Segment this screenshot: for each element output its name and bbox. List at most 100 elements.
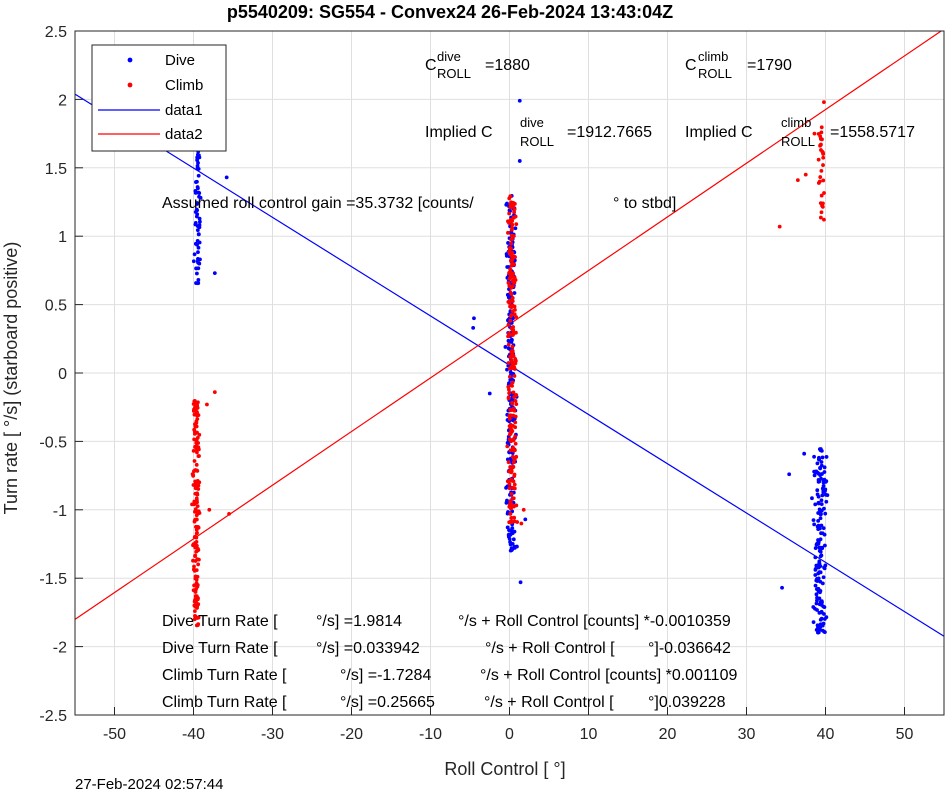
data-point [506,241,510,245]
data-point [197,219,202,224]
legend-dive-marker [127,57,133,63]
data-point [193,221,198,225]
data-point [817,559,822,564]
data-point [812,473,817,478]
svg-text:°/s] =0.033942: °/s] =0.033942 [316,640,420,657]
data-point [504,202,509,207]
data-point [194,271,199,276]
x-tick-label: -40 [182,726,205,743]
data-point [823,543,827,548]
data-point [822,217,826,222]
data-point [510,279,515,284]
data-point [514,315,519,319]
data-point [205,402,209,407]
data-point [196,483,201,488]
data-point [821,155,826,160]
data-point [194,600,199,605]
data-point [195,242,199,247]
data-point [821,575,826,580]
data-point [821,621,826,626]
data-point [810,496,814,501]
data-point [818,537,823,542]
svg-text:Climb Turn Rate [: Climb Turn Rate [ [162,694,287,711]
data-point [192,427,197,432]
data-point [812,454,816,459]
data-point [192,399,197,404]
data-point [194,531,199,536]
data-point [508,246,512,250]
data-point [507,437,512,442]
data-point [507,387,511,392]
x-axis-label: Roll Control [ °] [444,759,565,779]
data-point [192,564,196,569]
data-point [518,580,523,585]
data-point [517,98,522,103]
data-point [512,482,517,487]
data-point [818,466,822,470]
x-tick-label: -10 [419,726,442,743]
data-point [511,234,516,238]
y-tick-label: 2.5 [45,24,67,41]
data-point [816,523,821,528]
svg-text:°/s] =-1.7284: °/s] =-1.7284 [340,667,431,684]
data-point [192,469,196,474]
svg-text:=1558.5717: =1558.5717 [830,124,915,141]
data-point [780,585,784,590]
data-point [508,258,513,263]
data-point [509,383,514,388]
data-point [821,163,825,167]
x-tick-label: 30 [738,726,756,743]
data-point [820,581,825,586]
data-point [823,563,828,568]
data-point [821,484,826,488]
fit-equation-2: Dive Turn Rate [ °/s] =0.033942 °/s + Ro… [162,640,731,657]
data-point [816,478,821,482]
data-point [197,240,202,245]
y-tick-label: -1 [53,503,67,520]
data-point [506,460,511,465]
data-point [813,567,818,572]
data-point [487,391,492,396]
data-point [824,479,829,484]
data-point [816,518,821,523]
data-point [196,245,201,250]
data-point [507,537,512,541]
svg-text:dive: dive [437,49,461,64]
data-point [195,417,200,421]
y-tick-label: 0 [58,366,67,383]
data-point [511,460,516,465]
svg-text:ROLL: ROLL [437,66,471,81]
data-point [812,469,817,474]
data-point [510,503,515,508]
data-point [194,527,199,532]
y-axis-label: Turn rate [ °/s] (starboard positive) [1,242,21,515]
generated-timestamp: 27-Feb-2024 02:57:44 [75,776,223,792]
data-point [509,305,514,310]
x-tick-label: 50 [896,726,914,743]
data-point [820,137,824,142]
data-point [194,438,199,442]
data-point [508,318,513,323]
data-point [508,532,513,537]
data-point [815,608,819,612]
data-point [512,210,517,214]
data-point [814,563,819,568]
data-point [814,542,819,547]
data-point [510,401,515,406]
data-point [196,167,201,171]
data-point [511,479,516,484]
data-point [511,354,516,359]
data-point [194,587,198,591]
data-point [820,545,825,550]
data-point [197,216,202,221]
svg-text:climb: climb [698,49,728,64]
data-point [507,276,512,281]
y-tick-label: 0.5 [45,298,67,315]
y-tick-label: -2.5 [39,708,67,725]
data-point [816,157,821,162]
data-point [508,355,513,360]
data-point [815,488,820,493]
data-point [195,228,200,233]
y-tick-label: -1.5 [39,571,67,588]
